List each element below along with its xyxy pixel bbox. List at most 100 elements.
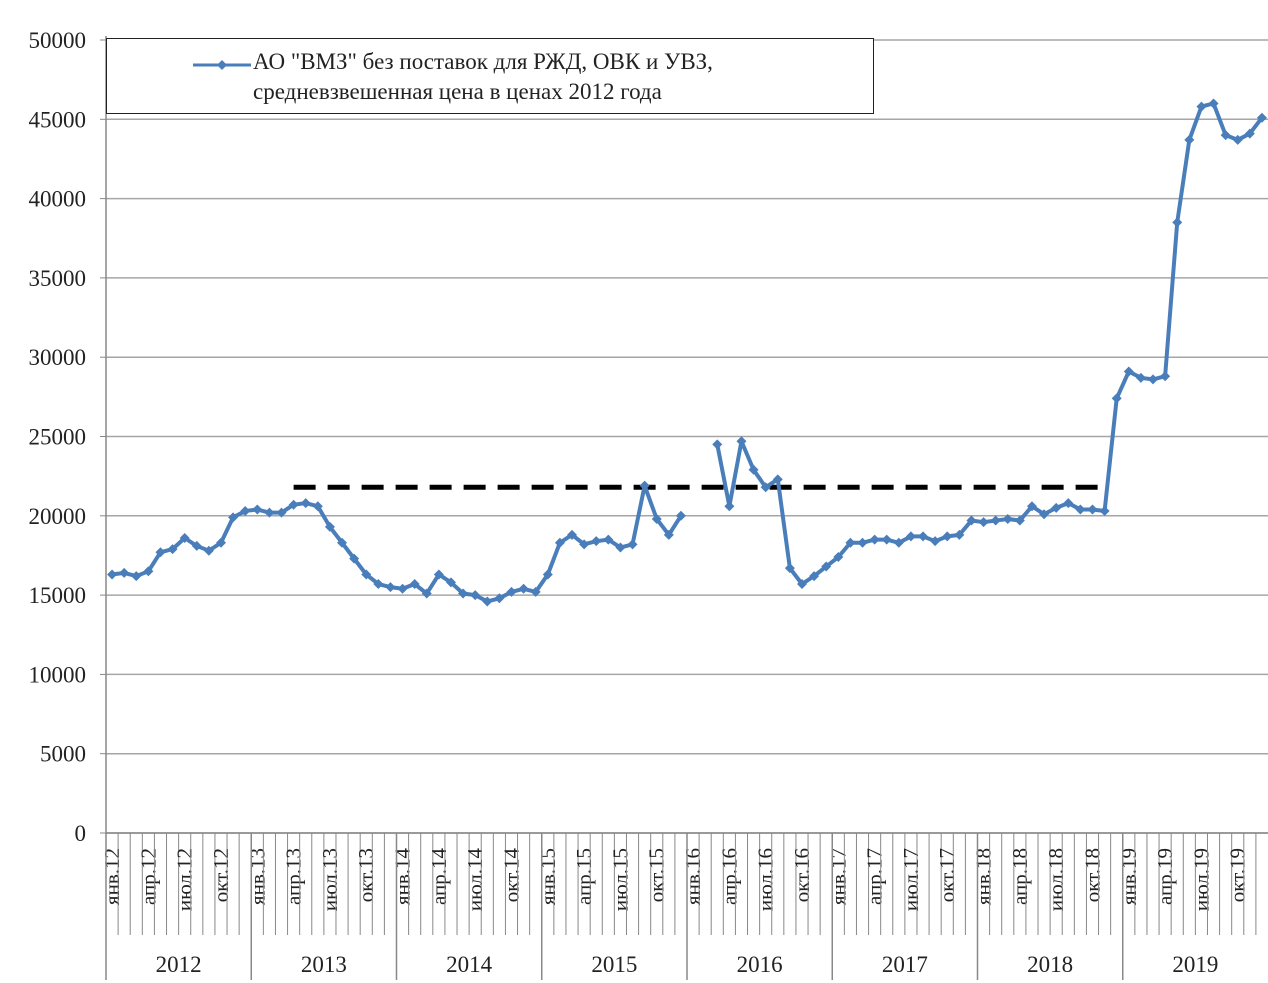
data-point bbox=[349, 553, 360, 564]
legend: АО "ВМЗ" без поставок для РЖД, ОВК и УВЗ… bbox=[106, 38, 874, 114]
data-point bbox=[542, 569, 553, 580]
x-tick-label: окт.19 bbox=[1226, 848, 1250, 902]
data-point bbox=[506, 586, 517, 597]
data-point bbox=[155, 547, 166, 558]
data-point bbox=[639, 480, 650, 491]
x-tick-label: апр.12 bbox=[136, 848, 160, 905]
data-point bbox=[361, 569, 372, 580]
x-tick-label: окт.14 bbox=[499, 848, 523, 903]
y-tick-label: 10000 bbox=[29, 662, 87, 687]
data-point bbox=[1111, 393, 1122, 404]
data-point bbox=[1208, 98, 1219, 109]
data-point bbox=[1148, 374, 1159, 385]
data-point bbox=[288, 499, 299, 510]
x-tick-label: янв.15 bbox=[536, 848, 560, 905]
data-point bbox=[567, 529, 578, 540]
data-point bbox=[784, 563, 795, 574]
data-point bbox=[591, 536, 602, 547]
data-point bbox=[470, 590, 481, 601]
year-label: 2017 bbox=[882, 952, 928, 977]
data-point bbox=[821, 561, 832, 572]
data-point bbox=[554, 537, 565, 548]
data-point bbox=[857, 537, 868, 548]
x-tick-label: янв.16 bbox=[681, 848, 705, 905]
data-point bbox=[905, 531, 916, 542]
x-tick-label: янв.12 bbox=[100, 848, 124, 905]
data-point bbox=[1051, 502, 1062, 513]
data-point bbox=[228, 512, 239, 523]
x-tick-label: апр.15 bbox=[572, 848, 596, 905]
x-tick-label: июл.16 bbox=[754, 848, 778, 911]
x-tick-label: окт.13 bbox=[354, 848, 378, 902]
data-point bbox=[736, 436, 747, 447]
data-point bbox=[1232, 134, 1243, 145]
data-point bbox=[518, 583, 529, 594]
data-point bbox=[337, 537, 348, 548]
x-tick-label: июл.15 bbox=[608, 848, 632, 911]
data-point bbox=[1039, 509, 1050, 520]
data-point bbox=[966, 515, 977, 526]
data-point bbox=[1087, 504, 1098, 515]
data-point bbox=[167, 544, 178, 555]
x-tick-label: апр.14 bbox=[427, 848, 451, 906]
data-point bbox=[397, 583, 408, 594]
series-line bbox=[715, 101, 1264, 586]
x-tick-label: янв.13 bbox=[245, 848, 269, 905]
x-tick-label: окт.18 bbox=[1080, 848, 1104, 902]
data-point bbox=[191, 540, 202, 551]
data-point bbox=[1002, 513, 1013, 524]
data-point bbox=[627, 539, 638, 550]
data-point bbox=[385, 582, 396, 593]
data-point bbox=[796, 578, 807, 589]
x-tick-label: апр.19 bbox=[1153, 848, 1177, 905]
x-tick-label: июл.19 bbox=[1189, 848, 1213, 911]
x-tick-label: апр.13 bbox=[282, 848, 306, 905]
data-point bbox=[651, 513, 662, 524]
x-tick-label: июл.12 bbox=[173, 848, 197, 911]
data-point bbox=[954, 529, 965, 540]
data-point bbox=[203, 545, 214, 556]
data-point bbox=[603, 534, 614, 545]
y-tick-label: 40000 bbox=[29, 187, 87, 212]
y-tick-label: 50000 bbox=[29, 28, 87, 53]
data-point bbox=[107, 569, 118, 580]
x-tick-label: окт.15 bbox=[645, 848, 669, 902]
x-tick-label: окт.16 bbox=[790, 848, 814, 902]
data-point bbox=[264, 507, 275, 518]
data-point bbox=[421, 588, 432, 599]
data-point bbox=[1196, 101, 1207, 112]
legend-swatch bbox=[193, 60, 251, 70]
x-tick-label: июл.18 bbox=[1044, 848, 1068, 911]
x-tick-label: янв.17 bbox=[826, 848, 850, 905]
data-point bbox=[494, 593, 505, 604]
data-point bbox=[724, 501, 735, 512]
data-point bbox=[772, 474, 783, 485]
y-tick-label: 30000 bbox=[29, 345, 87, 370]
data-point bbox=[119, 567, 130, 578]
x-tick-label: янв.19 bbox=[1117, 848, 1141, 905]
y-tick-label: 45000 bbox=[29, 107, 87, 132]
year-label: 2013 bbox=[301, 952, 347, 977]
data-point bbox=[930, 536, 941, 547]
data-point bbox=[893, 537, 904, 548]
data-point bbox=[918, 531, 929, 542]
data-point bbox=[143, 566, 154, 577]
data-point bbox=[1244, 128, 1255, 139]
data-point bbox=[445, 577, 456, 588]
y-tick-label: 35000 bbox=[29, 266, 87, 291]
legend-label: АО "ВМЗ" без поставок для РЖД, ОВК и УВЗ… bbox=[253, 49, 713, 104]
data-point bbox=[240, 506, 251, 517]
data-point bbox=[712, 439, 723, 450]
data-point bbox=[1075, 504, 1086, 515]
year-label: 2019 bbox=[1172, 952, 1218, 977]
data-point bbox=[252, 504, 263, 515]
y-tick-label: 15000 bbox=[29, 583, 87, 608]
y-tick-label: 20000 bbox=[29, 504, 87, 529]
data-point bbox=[1026, 501, 1037, 512]
data-point bbox=[1184, 134, 1195, 145]
year-label: 2015 bbox=[591, 952, 637, 977]
data-point bbox=[1160, 371, 1171, 382]
x-tick-label: окт.12 bbox=[209, 848, 233, 902]
data-point bbox=[482, 596, 493, 607]
